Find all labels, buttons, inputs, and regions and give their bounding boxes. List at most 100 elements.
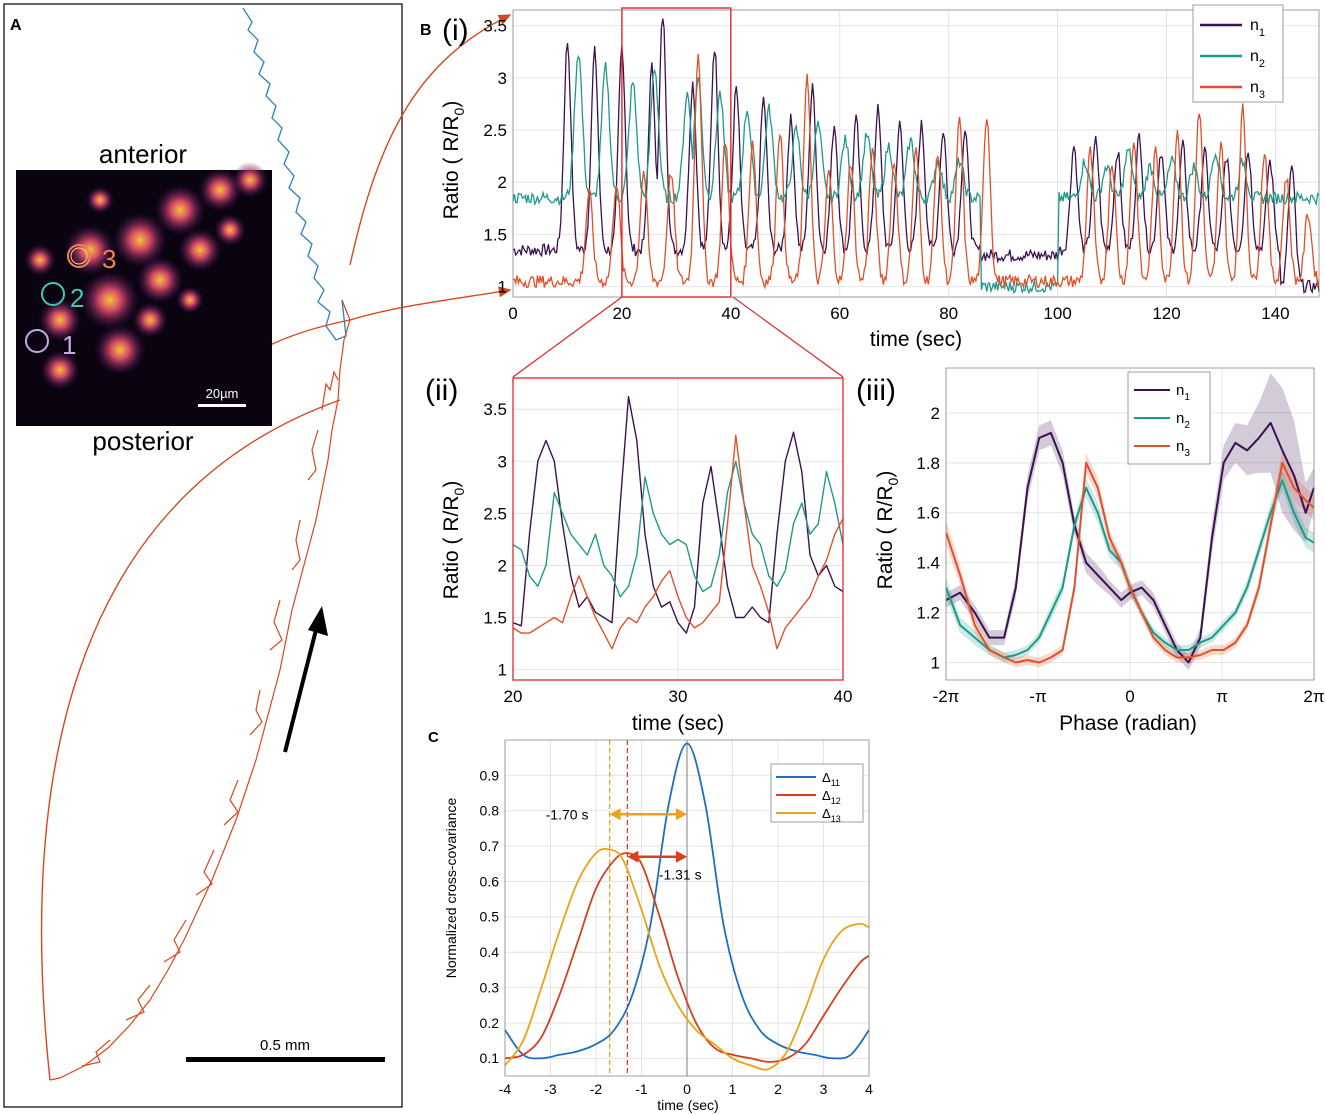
confidence-band-n1 bbox=[946, 373, 1314, 670]
panel-b-iii-label: (iii) bbox=[856, 374, 896, 407]
b-ii-ylabel: Ratio ( R/R0) bbox=[440, 481, 467, 600]
panel-a-label: A bbox=[10, 17, 22, 34]
y-tick-label: 2.5 bbox=[483, 504, 507, 523]
y-tick-label: 0.7 bbox=[480, 838, 500, 854]
plot-frame bbox=[945, 367, 1315, 681]
inset-scale-bar bbox=[198, 404, 246, 407]
y-tick-label: 2 bbox=[498, 173, 507, 192]
series-line-n2 bbox=[512, 54, 1320, 295]
y-tick-label: 2 bbox=[931, 404, 940, 423]
x-tick-label: 40 bbox=[834, 687, 853, 706]
plot-frame bbox=[512, 377, 844, 681]
series-line-Δ13 bbox=[504, 847, 870, 1071]
inset-image: 3 2 1 20µm bbox=[16, 162, 272, 426]
x-tick-label: 0 bbox=[1125, 687, 1134, 706]
c-xlabel: time (sec) bbox=[657, 1097, 718, 1113]
y-tick-label: 2.5 bbox=[483, 121, 507, 140]
x-tick-label: 0 bbox=[683, 1081, 691, 1097]
panel-c-label: C bbox=[428, 729, 439, 746]
neuron-2-label: 2 bbox=[70, 283, 84, 313]
series-line-n3 bbox=[945, 461, 1315, 664]
x-tick-label: 2π bbox=[1303, 687, 1324, 706]
series-line-Δ12 bbox=[504, 852, 870, 1063]
x-tick-label: 4 bbox=[865, 1081, 873, 1097]
x-tick-label: -1 bbox=[635, 1081, 648, 1097]
scale-bar-label: 0.5 mm bbox=[260, 1037, 310, 1054]
x-tick-label: 20 bbox=[504, 687, 523, 706]
series-line-n3 bbox=[512, 53, 1320, 290]
x-tick-label: 2 bbox=[774, 1081, 782, 1097]
legend-sub: 2 bbox=[1259, 58, 1265, 70]
x-tick-label: 40 bbox=[721, 304, 740, 323]
zoom-window-box bbox=[621, 7, 732, 298]
panel-b-ii-label: (ii) bbox=[425, 374, 458, 407]
legend-sub: 1 bbox=[1184, 392, 1190, 403]
neuron-1-label: 1 bbox=[62, 330, 76, 360]
x-tick-label: π bbox=[1216, 687, 1228, 706]
panel-a: A bbox=[3, 3, 510, 1108]
x-tick-label: 1 bbox=[729, 1081, 737, 1097]
direction-arrow-shaft bbox=[283, 621, 320, 753]
y-tick-label: 3.5 bbox=[483, 17, 507, 36]
inset-scale-label: 20µm bbox=[206, 386, 239, 401]
x-tick-label: 3 bbox=[820, 1081, 828, 1097]
series-line-n1 bbox=[945, 421, 1315, 664]
trajectory-anterior bbox=[242, 7, 347, 341]
lag-arrow-13-head-left bbox=[609, 808, 621, 821]
neuron-3-marker bbox=[67, 244, 91, 268]
y-tick-label: 1.2 bbox=[916, 604, 940, 623]
x-tick-label: -2π bbox=[933, 687, 960, 706]
chart-c: -4 -3 -2 -1 0 1 2 3 40.10.20.30.40.50.60.70.80.9… bbox=[480, 739, 873, 1097]
panel-b: B (i) (ii) (iii) bbox=[420, 14, 896, 407]
y-tick-label: 0.5 bbox=[480, 909, 500, 925]
lag-annotation-13: -1.70 s bbox=[546, 806, 589, 822]
y-tick-label: 0.1 bbox=[480, 1050, 500, 1066]
series-line-n3 bbox=[512, 434, 844, 650]
y-tick-label: 0.6 bbox=[480, 873, 500, 889]
y-tick-label: 3.5 bbox=[483, 400, 507, 419]
lag-arrow-12-head-right bbox=[676, 850, 687, 863]
legend-sub: 1 bbox=[1259, 27, 1265, 39]
panel-a-frame bbox=[3, 3, 403, 1108]
lag-arrow-12-head-left bbox=[627, 850, 639, 863]
inset-top-label: anterior bbox=[99, 139, 187, 169]
scale-bar bbox=[186, 1057, 385, 1062]
legend-sub: 12 bbox=[831, 796, 841, 806]
lag-arrow-12 bbox=[627, 850, 687, 863]
series-line-n2 bbox=[512, 460, 844, 598]
x-tick-label: 0 bbox=[508, 304, 517, 323]
x-tick-label: -4 bbox=[499, 1081, 512, 1097]
neuron-3-label: 3 bbox=[102, 244, 116, 274]
panel-b-label: B bbox=[420, 22, 432, 39]
plot-frame bbox=[512, 9, 1320, 298]
x-tick-label: 120 bbox=[1152, 304, 1180, 323]
y-tick-label: 2 bbox=[498, 556, 507, 575]
y-tick-label: 0.3 bbox=[480, 979, 500, 995]
legend-sub: 11 bbox=[831, 778, 840, 788]
y-tick-label: 1.5 bbox=[483, 225, 507, 244]
b-ii-xlabel: time (sec) bbox=[632, 712, 724, 735]
lag-annotation-12: -1.31 s bbox=[659, 866, 702, 882]
neuron-1-marker bbox=[25, 329, 49, 353]
x-tick-label: -2 bbox=[590, 1081, 603, 1097]
x-tick-label: 30 bbox=[669, 687, 688, 706]
x-tick-label: 20 bbox=[612, 304, 631, 323]
lag-arrow-13 bbox=[609, 808, 687, 821]
series-line-n1 bbox=[512, 396, 844, 634]
b-iii-xlabel: Phase (radian) bbox=[1059, 712, 1197, 735]
y-tick-label: 1.4 bbox=[916, 554, 940, 573]
neuron-2-marker bbox=[41, 282, 65, 306]
y-tick-label: 0.8 bbox=[480, 803, 500, 819]
c-ylabel: Normalized cross-covariance bbox=[443, 798, 459, 979]
lag-arrow-13-head-right bbox=[676, 808, 687, 821]
y-tick-label: 1 bbox=[498, 278, 507, 297]
inset-bottom-label: posterior bbox=[92, 426, 193, 456]
legend-sub: 2 bbox=[1184, 420, 1190, 431]
direction-arrow-icon bbox=[308, 606, 328, 636]
x-tick-label: 140 bbox=[1261, 304, 1289, 323]
y-tick-label: 3 bbox=[498, 452, 507, 471]
